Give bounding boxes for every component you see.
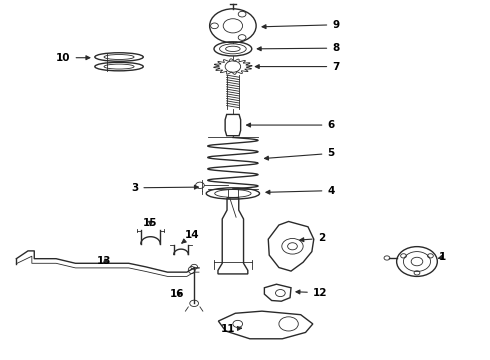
- Text: 8: 8: [257, 43, 340, 53]
- Text: 2: 2: [300, 234, 325, 243]
- Text: 15: 15: [143, 217, 158, 228]
- Text: 9: 9: [262, 20, 339, 30]
- Text: 14: 14: [182, 230, 199, 243]
- Text: 4: 4: [266, 186, 335, 195]
- Text: 3: 3: [131, 183, 198, 193]
- Text: 12: 12: [296, 288, 327, 298]
- Text: 6: 6: [246, 120, 335, 130]
- Text: 1: 1: [439, 252, 446, 262]
- Text: 5: 5: [265, 148, 335, 160]
- Text: 7: 7: [255, 62, 340, 72]
- Text: 10: 10: [56, 53, 90, 63]
- Text: 13: 13: [97, 256, 112, 266]
- Text: 16: 16: [170, 289, 184, 299]
- Text: 11: 11: [221, 324, 242, 334]
